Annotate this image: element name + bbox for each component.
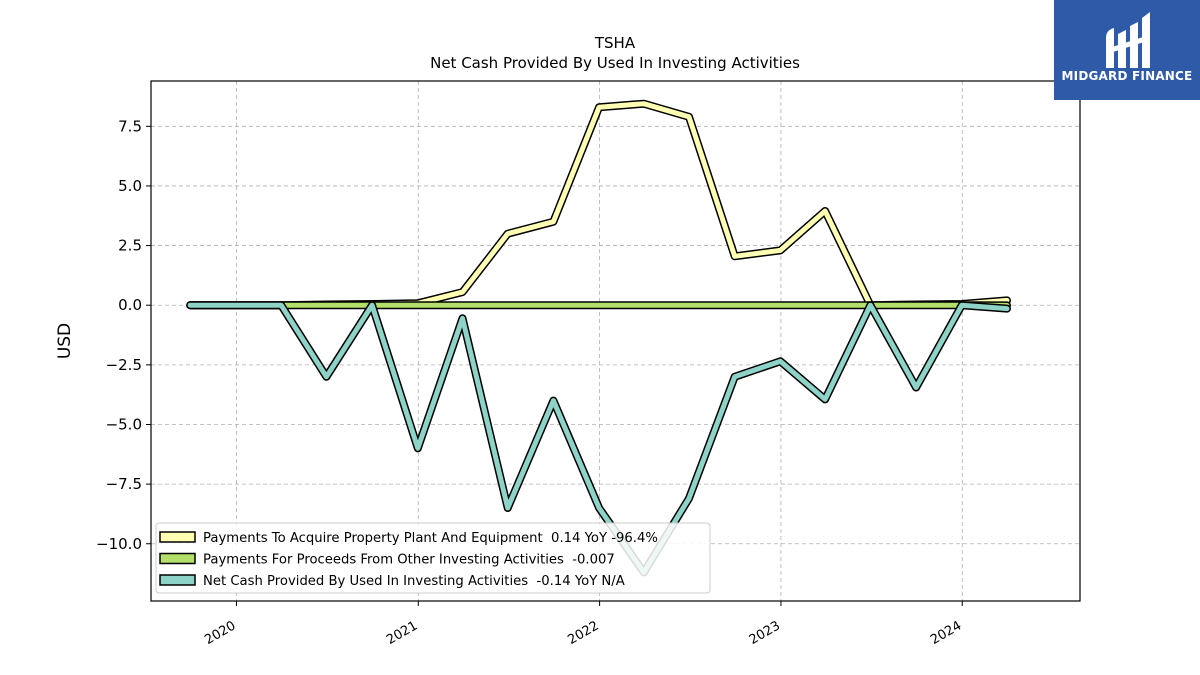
y-tick-label: −10.0 (96, 535, 142, 553)
legend-swatch (159, 531, 196, 543)
x-tick-label: 2021 (384, 618, 420, 648)
midgard-logo-icon (1106, 12, 1150, 68)
x-tick-label: 2023 (747, 618, 783, 648)
x-tick-label: 2022 (565, 618, 601, 648)
chart-subtitle: Net Cash Provided By Used In Investing A… (430, 54, 800, 72)
legend-label: Payments For Proceeds From Other Investi… (203, 553, 615, 568)
series-layer (186, 99, 1011, 577)
legend: Payments To Acquire Property Plant And E… (155, 522, 711, 594)
legend-swatch (159, 552, 196, 565)
series-3 (186, 301, 1011, 577)
legend-label: Payments To Acquire Property Plant And E… (203, 531, 658, 546)
logo-text: MIDGARD FINANCE (1061, 69, 1193, 83)
y-tick-label: −7.5 (106, 475, 142, 493)
series-line (187, 302, 1010, 575)
axis-ticks: 7.5 5.0 2.5 0.0 −2.5 −5.0 −7.5 −10.0 2020 2021 202… (96, 117, 964, 648)
y-tick-label: −2.5 (106, 356, 142, 374)
x-tick-label: 2024 (928, 618, 964, 648)
legend-label: Net Cash Provided By Used In Investing A… (203, 574, 625, 589)
y-tick-label: 7.5 (118, 117, 142, 135)
chart-title: TSHA (594, 34, 636, 52)
y-tick-label: 2.5 (118, 237, 142, 255)
series-line-outline (186, 99, 1011, 310)
series-line (187, 101, 1010, 308)
x-tick-label: 2020 (202, 618, 238, 648)
legend-swatch (159, 574, 196, 586)
brand-logo: MIDGARD FINANCE (1054, 0, 1200, 100)
y-tick-label: 0.0 (118, 296, 142, 314)
series-1 (186, 99, 1011, 310)
y-tick-label: 5.0 (118, 177, 142, 195)
y-tick-label: −5.0 (106, 415, 142, 433)
legend-frame (155, 522, 711, 594)
y-axis-label: USD (55, 323, 75, 359)
plot-frame (150, 80, 1081, 602)
